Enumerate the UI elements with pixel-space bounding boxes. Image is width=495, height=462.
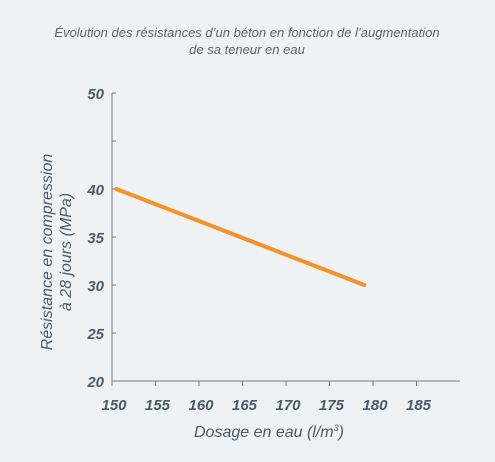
x-tick-label: 160 <box>188 397 214 414</box>
chart-title-line-2: de sa teneur en eau <box>189 42 305 57</box>
y-tick-label: 35 <box>87 230 104 247</box>
x-tick-label: 175 <box>319 397 345 414</box>
x-tick-label: 185 <box>406 397 432 414</box>
y-axis-label-line-1: Résistance en compression <box>39 154 56 351</box>
x-tick-label: 155 <box>145 397 171 414</box>
y-axis-label: Résistance en compression à 28 jours (MP… <box>39 154 75 351</box>
x-tick-label: 150 <box>101 397 127 414</box>
y-tick-label: 25 <box>86 326 104 343</box>
y-tick-label: 40 <box>86 182 104 199</box>
x-tick-label: 170 <box>275 397 301 414</box>
y-tick-label: 50 <box>87 86 104 103</box>
axes <box>111 92 460 386</box>
x-tick-labels: 150 155 160 165 170 175 180 185 <box>101 397 431 414</box>
y-tick-label: 30 <box>87 278 104 295</box>
y-tick-label: 20 <box>86 374 104 391</box>
x-tick-label: 180 <box>362 397 388 414</box>
chart-title-line-1: Évolution des résistances d’un béton en … <box>54 25 439 40</box>
x-tick-label: 165 <box>232 397 258 414</box>
series-line <box>114 187 367 287</box>
series-group <box>114 187 367 287</box>
y-tick-labels: 20 25 30 35 40 50 <box>86 86 104 391</box>
x-axis-label: Dosage en eau (l/m3) <box>194 423 344 441</box>
y-axis-label-line-2: à 28 jours (MPa) <box>58 193 75 311</box>
